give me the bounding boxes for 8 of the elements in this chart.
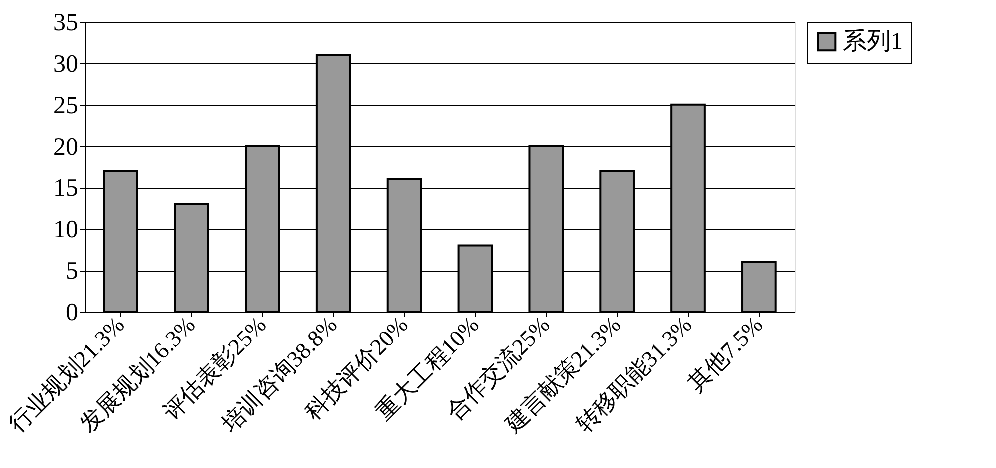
y-tick-label: 25: [54, 92, 78, 120]
y-tick-label: 30: [54, 50, 78, 78]
y-tick-label: 5: [66, 258, 78, 286]
y-tick-label: 20: [54, 134, 78, 161]
legend-label: 系列1: [843, 29, 903, 55]
y-tick-label: 35: [54, 10, 78, 36]
y-tick-label: 10: [54, 216, 78, 244]
y-tick-label: 15: [54, 175, 78, 202]
